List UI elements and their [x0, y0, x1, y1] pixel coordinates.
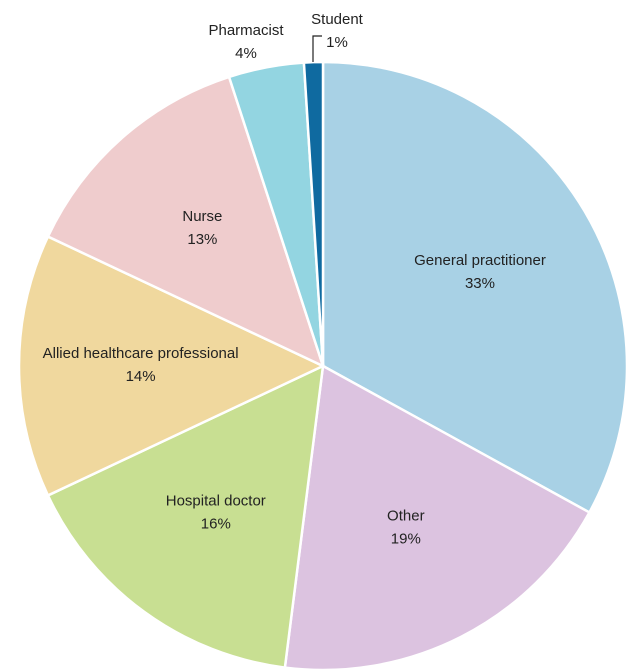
pie-slice — [302, 60, 325, 367]
slice-label: Pharmacist — [208, 22, 284, 39]
slice-label: Student — [311, 11, 364, 28]
pie-slice — [283, 364, 592, 672]
slice-label: General practitioner — [414, 252, 546, 269]
slice-label: Other — [387, 507, 425, 524]
pie-slice — [46, 75, 326, 369]
pie-slice — [321, 60, 629, 515]
slice-value-label: 33% — [465, 275, 495, 292]
slice-value-label: 13% — [187, 231, 217, 248]
slice-label: Hospital doctor — [166, 493, 266, 510]
slice-label: Allied healthcare professional — [43, 345, 239, 362]
slice-value-label: 16% — [201, 516, 231, 533]
slice-value-label: 4% — [235, 45, 257, 62]
slice-value-label: 19% — [391, 530, 421, 547]
slice-value-label: 14% — [126, 368, 156, 385]
leader-line — [312, 35, 322, 62]
pie-slice — [17, 234, 326, 498]
slice-label: Nurse — [182, 208, 222, 225]
slice-value-label: 1% — [326, 34, 348, 51]
pie-slice — [46, 363, 325, 670]
